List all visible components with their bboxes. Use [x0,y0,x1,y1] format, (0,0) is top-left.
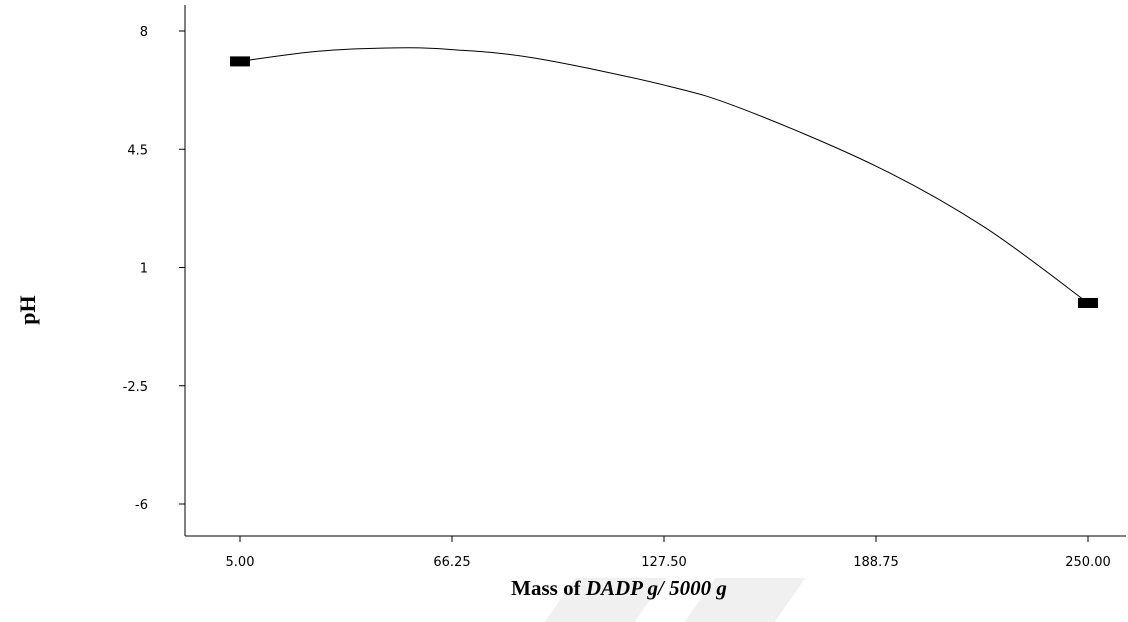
x-tick-label: 5.00 [226,555,255,570]
x-tick-label: 127.50 [641,555,687,570]
y-tick-label: 8 [140,25,148,40]
design-point-markers [230,56,1098,308]
axes [184,5,1126,537]
ph-response-curve [239,47,1089,304]
y-tick-label: -6 [135,498,148,513]
x-axis-title-italic: DADP g/ 5000 g [585,576,727,600]
design-point-marker [1078,297,1098,308]
x-tick-label: 66.25 [433,555,470,570]
x-axis-title-prefix: Mass of [511,576,586,600]
y-tick-label: 1 [140,262,148,277]
design-point-marker [230,56,250,67]
x-axis-title: Mass of DADP g/ 5000 g [0,576,1128,601]
y-tick-label: -2.5 [123,380,148,395]
x-tick-label: 250.00 [1065,555,1111,570]
x-tick-label: 188.75 [853,555,899,570]
y-ticks: 8 4.5 1 -2.5 -6 [123,25,185,513]
y-tick-label: 4.5 [127,143,148,158]
y-axis-title: pH [8,290,48,330]
x-ticks: 5.00 66.25 127.50 188.75 250.00 [226,536,1111,570]
y-axis-title-text: pH [15,295,40,325]
